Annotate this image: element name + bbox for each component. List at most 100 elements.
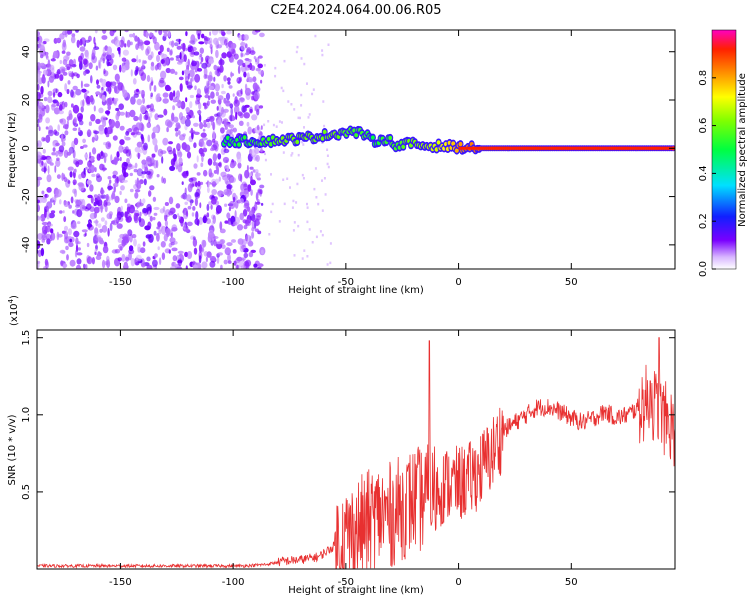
y-tick-label: 1.0 xyxy=(21,407,32,423)
spectrogram-noise-blob xyxy=(48,223,53,227)
spectrogram-noise-blob xyxy=(105,132,110,138)
spectrogram-noise-blob xyxy=(215,241,222,245)
spectrogram-noise-blob xyxy=(80,80,83,89)
spectrogram-noise-blob xyxy=(221,244,226,250)
spectrogram-noise-blob xyxy=(93,194,98,198)
spectrogram-noise-blob xyxy=(57,91,63,98)
spectrogram-noise-blob xyxy=(68,59,74,67)
spectrogram-noise-blob xyxy=(55,88,58,94)
spectrogram-noise-blob xyxy=(204,37,210,41)
spectrogram-noise-blob xyxy=(233,105,240,115)
spectrogram-noise-blob xyxy=(251,231,255,239)
spectrogram-noise-blob xyxy=(149,112,153,118)
spectrogram-noise-blob xyxy=(126,205,131,215)
spectrogram-noise-blob xyxy=(169,207,176,214)
spectrogram-noise-blob xyxy=(150,92,153,98)
spectrogram-noise-blob xyxy=(162,137,169,146)
spectrogram-noise-blob xyxy=(100,115,107,124)
spectrogram-noise-blob xyxy=(229,103,234,109)
spectrogram-noise-blob xyxy=(130,258,135,267)
spectrogram-noise-blob xyxy=(153,85,157,92)
spectrogram-noise-blob xyxy=(58,145,65,153)
spectrogram-noise-blob xyxy=(115,107,120,112)
spectrogram-noise-blob xyxy=(255,201,261,205)
spectrogram-noise-blob xyxy=(260,79,263,84)
spectrogram-noise-blob xyxy=(200,162,204,168)
spectrogram-noise-blob xyxy=(191,60,197,67)
spectrogram-noise-blob xyxy=(213,76,216,82)
spectrogram-noise-blob xyxy=(114,248,121,254)
spectrogram-noise-blob xyxy=(90,196,94,204)
spectrogram-noise-blob xyxy=(141,59,145,69)
x-tick-label: -50 xyxy=(338,577,354,588)
spectrogram-noise-blob xyxy=(172,213,178,220)
spectrogram-noise-speck xyxy=(275,125,278,128)
x-tick-label: -150 xyxy=(109,577,132,588)
spectrogram-noise-blob xyxy=(168,141,173,145)
spectrogram-noise-blob xyxy=(77,221,81,225)
spectrogram-noise-blob xyxy=(228,218,232,222)
spectrogram-noise-blob xyxy=(75,88,82,96)
spectrogram-noise-blob xyxy=(218,176,221,182)
spectrogram-noise-blob xyxy=(170,266,176,269)
spectrogram-noise-blob xyxy=(261,249,264,255)
spectrogram-noise-blob xyxy=(246,164,249,172)
spectrogram-noise-blob xyxy=(116,223,123,229)
spectrogram-noise-blob xyxy=(37,83,40,91)
spectrogram-noise-speck xyxy=(303,62,306,66)
spectrogram-noise-blob xyxy=(194,73,201,83)
spectrogram-noise-blob xyxy=(225,123,231,127)
spectrogram-noise-blob xyxy=(206,100,210,106)
spectrogram-noise-blob xyxy=(88,221,91,230)
spectrogram-noise-blob xyxy=(253,263,258,268)
spectrogram-noise-blob xyxy=(231,239,236,243)
spectrogram-noise-blob xyxy=(148,210,151,218)
spectrogram-noise-blob xyxy=(37,105,42,112)
spectrogram-noise-blob xyxy=(244,87,252,96)
spectrogram-noise-speck xyxy=(263,64,266,67)
spectrogram-noise-blob xyxy=(254,30,261,33)
spectrogram-noise-blob xyxy=(134,189,141,193)
spectrogram-noise-blob xyxy=(136,88,139,93)
spectrogram-noise-blob xyxy=(99,228,103,233)
spectrogram-noise-speck xyxy=(292,229,295,232)
spectrogram-noise-blob xyxy=(37,123,40,127)
spectrogram-noise-blob xyxy=(181,172,188,177)
spectrogram-noise-blob xyxy=(127,164,132,168)
spectrogram-noise-blob xyxy=(102,164,106,172)
spectrogram-noise-blob xyxy=(89,212,96,220)
spectrogram-ridge-core xyxy=(225,135,230,141)
spectrogram-noise-blob xyxy=(70,196,74,204)
spectrogram-noise-blob xyxy=(250,189,253,196)
spectrogram-noise-blob xyxy=(110,53,115,59)
spectrogram-noise-blob xyxy=(175,132,179,137)
spectrogram-noise-blob xyxy=(226,173,230,178)
spectrogram-noise-blob xyxy=(134,192,139,199)
spectrogram-ridge-core xyxy=(242,135,247,140)
spectrogram-noise-blob xyxy=(198,142,203,147)
spectrogram-noise-blob xyxy=(48,129,54,137)
x-tick-label: -100 xyxy=(222,277,245,288)
spectrogram-noise-blob xyxy=(38,41,45,50)
spectrogram-noise-blob xyxy=(228,200,236,210)
spectrogram-noise-blob xyxy=(130,96,136,105)
spectrogram-noise-speck xyxy=(271,202,274,206)
spectrogram-noise-blob xyxy=(189,181,194,189)
spectrogram-noise-blob xyxy=(139,90,146,95)
y-tick-label: 40 xyxy=(21,45,32,58)
spectrogram-noise-blob xyxy=(193,122,199,127)
spectrogram-noise-blob xyxy=(232,196,236,203)
spectrogram-noise-blob xyxy=(258,105,264,109)
spectrogram-noise-blob xyxy=(226,242,233,247)
spectrogram-noise-blob xyxy=(206,122,211,129)
spectrogram-noise-blob xyxy=(174,261,177,268)
spectrogram-noise-blob xyxy=(112,135,118,141)
spectrogram-noise-blob xyxy=(122,172,129,178)
spectrogram-noise-blob xyxy=(136,98,143,106)
spectrogram-noise-blob xyxy=(175,122,181,129)
spectrogram-noise-blob xyxy=(76,199,79,205)
spectrogram-noise-blob xyxy=(236,77,242,84)
spectrogram-noise-speck xyxy=(314,167,317,170)
spectrogram-noise-blob xyxy=(37,178,41,187)
spectrogram-noise-blob xyxy=(41,238,46,243)
